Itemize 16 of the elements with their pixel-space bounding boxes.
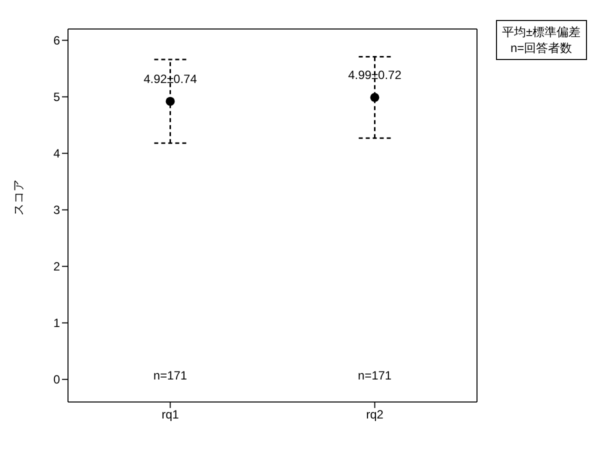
data-label: 4.92±0.74: [144, 72, 198, 86]
y-tick-label: 1: [53, 316, 60, 330]
y-axis-title: スコア: [11, 180, 26, 216]
x-tick-label: rq1: [162, 408, 180, 422]
y-tick-label: 2: [53, 260, 60, 274]
y-tick-label: 3: [53, 203, 60, 218]
text: n=回答者数: [509, 40, 574, 56]
data-label: 4.99±0.72: [348, 68, 402, 82]
y-tick-label: 5: [53, 90, 60, 104]
text: 平均±標準偏差: [502, 24, 581, 40]
y-tick-label: 0: [53, 372, 60, 387]
y-tick-label: 4: [53, 146, 60, 161]
y-tick-label: 6: [53, 34, 60, 48]
annotation: n=171: [153, 368, 188, 382]
annotation: n=171: [358, 368, 392, 382]
x-tick-label: rq2: [366, 408, 384, 422]
